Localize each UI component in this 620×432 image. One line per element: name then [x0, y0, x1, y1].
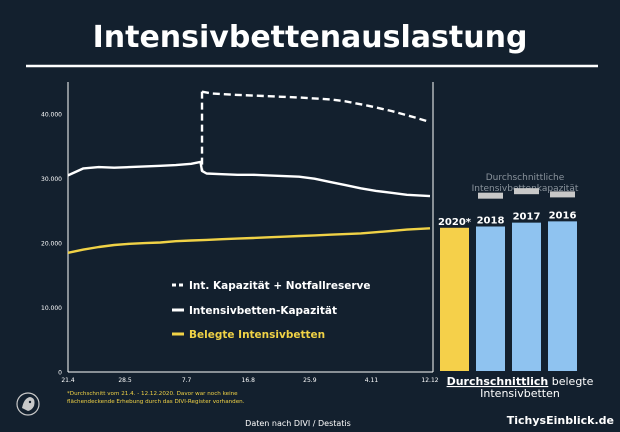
legend-label: Int. Kapazität + Notfallreserve: [189, 280, 371, 292]
legend: Int. Kapazität + Notfallreserve Intensivb…: [172, 280, 371, 341]
x-tick-label: 28.5: [118, 377, 132, 384]
series-line-1: [201, 90, 431, 124]
capacity-marker: [514, 188, 539, 195]
capacity-marker: [478, 192, 503, 199]
bar-chart: Durchschnittliche Intensivbettenkapazitä…: [438, 173, 594, 400]
bar-category-label: 2016: [549, 210, 577, 221]
x-tick-label: 4.11: [365, 377, 379, 384]
bar-chart-xlabel-line2: Intensivbetten: [480, 387, 560, 400]
bar: [548, 221, 577, 371]
page-title: Intensivbettenauslastung: [93, 20, 528, 55]
bar: [476, 226, 505, 371]
footnote-line1: *Durchschnitt vom 21.4. - 12.12.2020. Da…: [67, 391, 238, 397]
x-tick-label: 25.9: [303, 377, 317, 384]
x-tick-label: 16.8: [242, 377, 256, 384]
x-tick-label: 21.4: [61, 377, 75, 384]
bar-chart-xlabel: Durchschnittlich belegte: [447, 375, 594, 388]
x-tick-label: 7.7: [182, 377, 192, 384]
series-line-2: [67, 160, 431, 198]
bar: [512, 222, 541, 371]
bar-category-label: 2017: [513, 212, 541, 223]
logo-icon: [16, 392, 40, 416]
y-tick-label: 0: [58, 370, 62, 377]
y-tick-labels: 0 10.000 20.000 30.000 40.000: [41, 112, 62, 377]
bar: [440, 227, 469, 371]
source-credit: Daten nach DIVI / Destatis: [245, 419, 351, 428]
bars-layer: 2020* 2018 2017 2016: [438, 188, 577, 371]
series-layer: [67, 90, 431, 254]
capacity-label-line1: Durchschnittliche: [486, 173, 565, 183]
bar-category-label: 2020*: [438, 217, 472, 228]
y-tick-label: 20.000: [41, 241, 62, 248]
x-tick-label: 12.12: [421, 377, 438, 384]
y-tick-label: 10.000: [41, 305, 62, 312]
y-tick-label: 40.000: [41, 112, 62, 119]
bar-xlabel-bold: Durchschnittlich: [447, 375, 549, 388]
line-chart: 0 10.000 20.000 30.000 40.000 21.4 28.5 7.7 16.…: [41, 82, 439, 384]
bar-xlabel-rest: belegte: [548, 375, 593, 388]
capacity-marker: [550, 191, 575, 198]
legend-label: Intensivbetten-Kapazität: [189, 305, 337, 317]
x-tick-labels: 21.4 28.5 7.7 16.8 25.9 4.11 12.12: [61, 377, 438, 384]
y-tick-label: 30.000: [41, 176, 62, 183]
series-line-3: [67, 227, 431, 254]
legend-label: Belegte Intensivbetten: [189, 329, 325, 341]
brand-name: TichysEinblick.de: [507, 414, 614, 427]
bar-category-label: 2018: [477, 216, 505, 227]
footnote-line2: flächendeckende Erhebung durch das DIVI-…: [67, 399, 245, 405]
